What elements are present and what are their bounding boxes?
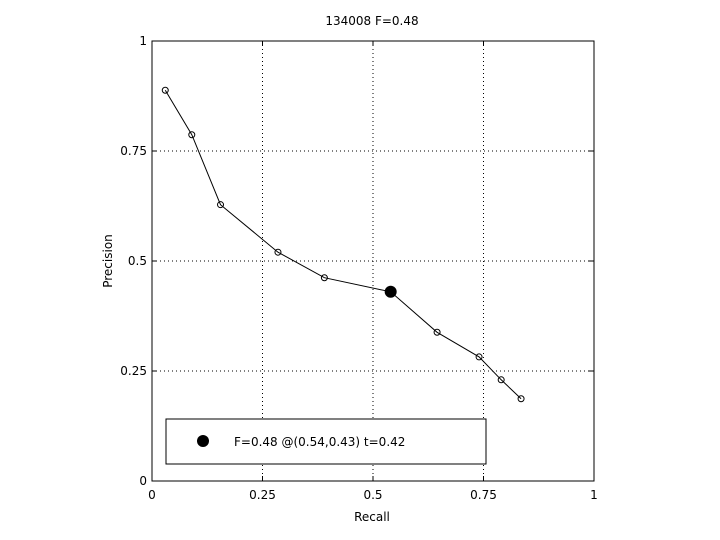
x-tick-label: 0.25 [249,488,276,502]
data-point [217,201,225,209]
y-tick-label: 0.5 [128,254,147,268]
grid-lines [152,41,594,481]
x-tick-label: 0.75 [470,488,497,502]
data-point [475,353,483,361]
y-tick-label: 0.25 [120,364,147,378]
legend-box [165,418,487,465]
x-tick-label: 1 [590,488,598,502]
legend-text: F=0.48 @(0.54,0.43) t=0.42 [234,435,405,449]
y-tick-label: 1 [139,34,147,48]
legend-marker [197,435,209,447]
data-point [320,274,328,282]
series-line [164,90,522,400]
y-axis-label: Precision [101,234,115,288]
best-f-point [384,285,397,298]
axis-ticks: 0 0.25 0.5 0.75 1 0 0.25 0.5 0.75 1 [120,34,598,502]
x-tick-label: 0 [148,488,156,502]
data-point [188,131,196,139]
data-point [161,86,169,94]
y-tick-label: 0.75 [120,144,147,158]
pr-curve [161,86,525,403]
y-tick-label: 0 [139,474,147,488]
data-point [517,395,525,403]
x-axis-label: Recall [354,510,390,524]
data-point [274,248,282,256]
legend: F=0.48 @(0.54,0.43) t=0.42 [165,418,487,465]
chart-title: 134008 F=0.48 [325,14,418,28]
x-tick-label: 0.5 [363,488,382,502]
data-point [497,376,505,384]
data-point [433,328,441,336]
